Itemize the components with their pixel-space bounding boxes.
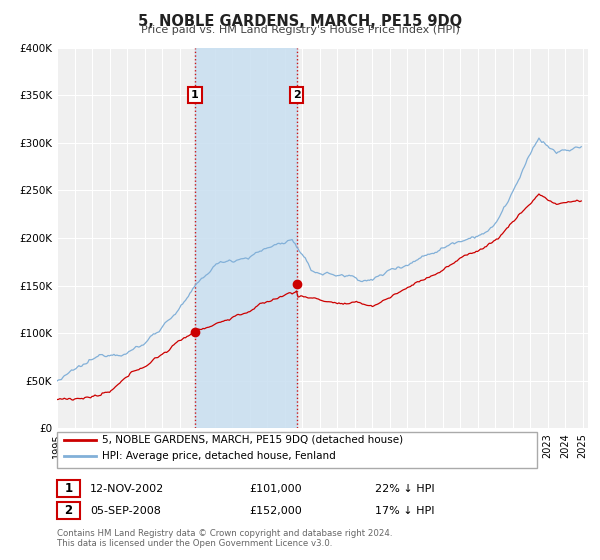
Text: 1: 1 (64, 482, 73, 496)
Text: £101,000: £101,000 (249, 484, 302, 494)
Text: £152,000: £152,000 (249, 506, 302, 516)
Text: 17% ↓ HPI: 17% ↓ HPI (375, 506, 434, 516)
Text: This data is licensed under the Open Government Licence v3.0.: This data is licensed under the Open Gov… (57, 539, 332, 548)
Bar (195, 48, 297, 428)
Text: 1: 1 (191, 90, 199, 100)
Text: 22% ↓ HPI: 22% ↓ HPI (375, 484, 434, 494)
Text: 5, NOBLE GARDENS, MARCH, PE15 9DQ (detached house): 5, NOBLE GARDENS, MARCH, PE15 9DQ (detac… (102, 435, 403, 445)
Text: 12-NOV-2002: 12-NOV-2002 (90, 484, 164, 494)
Text: Price paid vs. HM Land Registry's House Price Index (HPI): Price paid vs. HM Land Registry's House … (140, 25, 460, 35)
Text: Contains HM Land Registry data © Crown copyright and database right 2024.: Contains HM Land Registry data © Crown c… (57, 529, 392, 538)
Text: 5, NOBLE GARDENS, MARCH, PE15 9DQ: 5, NOBLE GARDENS, MARCH, PE15 9DQ (138, 14, 462, 29)
Text: HPI: Average price, detached house, Fenland: HPI: Average price, detached house, Fenl… (102, 451, 336, 460)
Text: 2: 2 (64, 504, 73, 517)
Text: 2: 2 (293, 90, 301, 100)
Text: 05-SEP-2008: 05-SEP-2008 (90, 506, 161, 516)
